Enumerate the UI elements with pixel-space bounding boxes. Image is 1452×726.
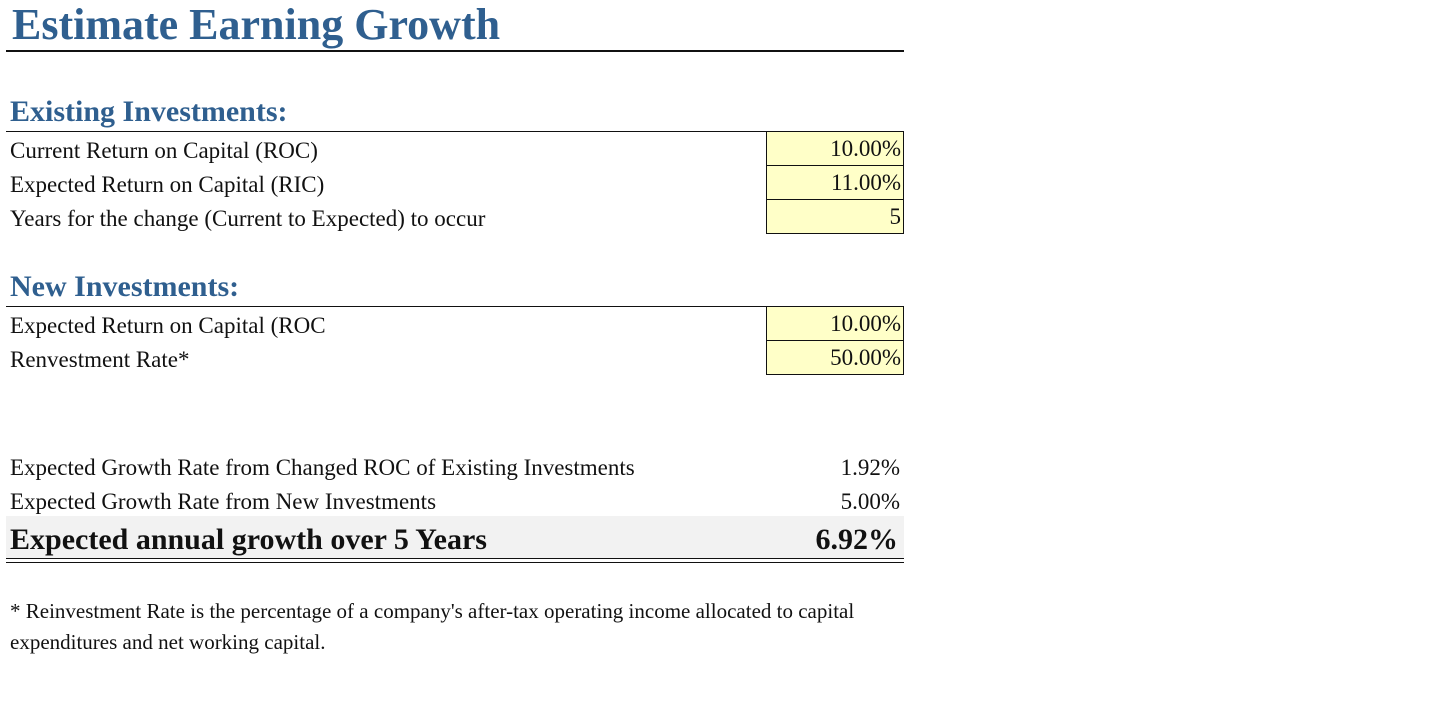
reinvestment-rate-input[interactable]: 50.00% — [766, 340, 904, 375]
page-title: Estimate Earning Growth — [12, 0, 501, 49]
existing-investments-heading: Existing Investments: — [10, 95, 288, 128]
growth-new-investments-value: 5.00% — [840, 489, 900, 514]
growth-new-investments-label: Expected Growth Rate from New Investment… — [10, 489, 437, 514]
new-expected-roc-input[interactable]: 10.00% — [766, 306, 904, 341]
reinvestment-rate-label: Renvestment Rate* — [10, 347, 190, 372]
expected-ric-label: Expected Return on Capital (RIC) — [10, 172, 325, 197]
reinvestment-footnote: * Reinvestment Rate is the percentage of… — [10, 599, 855, 654]
new-expected-roc-label: Expected Return on Capital (ROC — [10, 313, 326, 338]
years-for-change-label: Years for the change (Current to Expecte… — [10, 206, 486, 231]
new-investments-rule — [6, 306, 766, 307]
years-for-change-input[interactable]: 5 — [766, 199, 904, 234]
total-double-underline — [6, 558, 904, 563]
total-row-band — [6, 516, 904, 558]
growth-changed-roc-value: 1.92% — [840, 455, 900, 480]
growth-changed-roc-label: Expected Growth Rate from Changed ROC of… — [10, 455, 635, 480]
new-investments-heading: New Investments: — [10, 270, 240, 303]
current-roc-input[interactable]: 10.00% — [766, 131, 904, 166]
expected-ric-input[interactable]: 11.00% — [766, 165, 904, 200]
existing-investments-rule — [6, 131, 766, 132]
total-growth-label: Expected annual growth over 5 Years — [10, 523, 487, 556]
title-underline — [6, 50, 904, 52]
current-roc-label: Current Return on Capital (ROC) — [10, 138, 318, 163]
total-growth-value: 6.92% — [815, 523, 899, 556]
